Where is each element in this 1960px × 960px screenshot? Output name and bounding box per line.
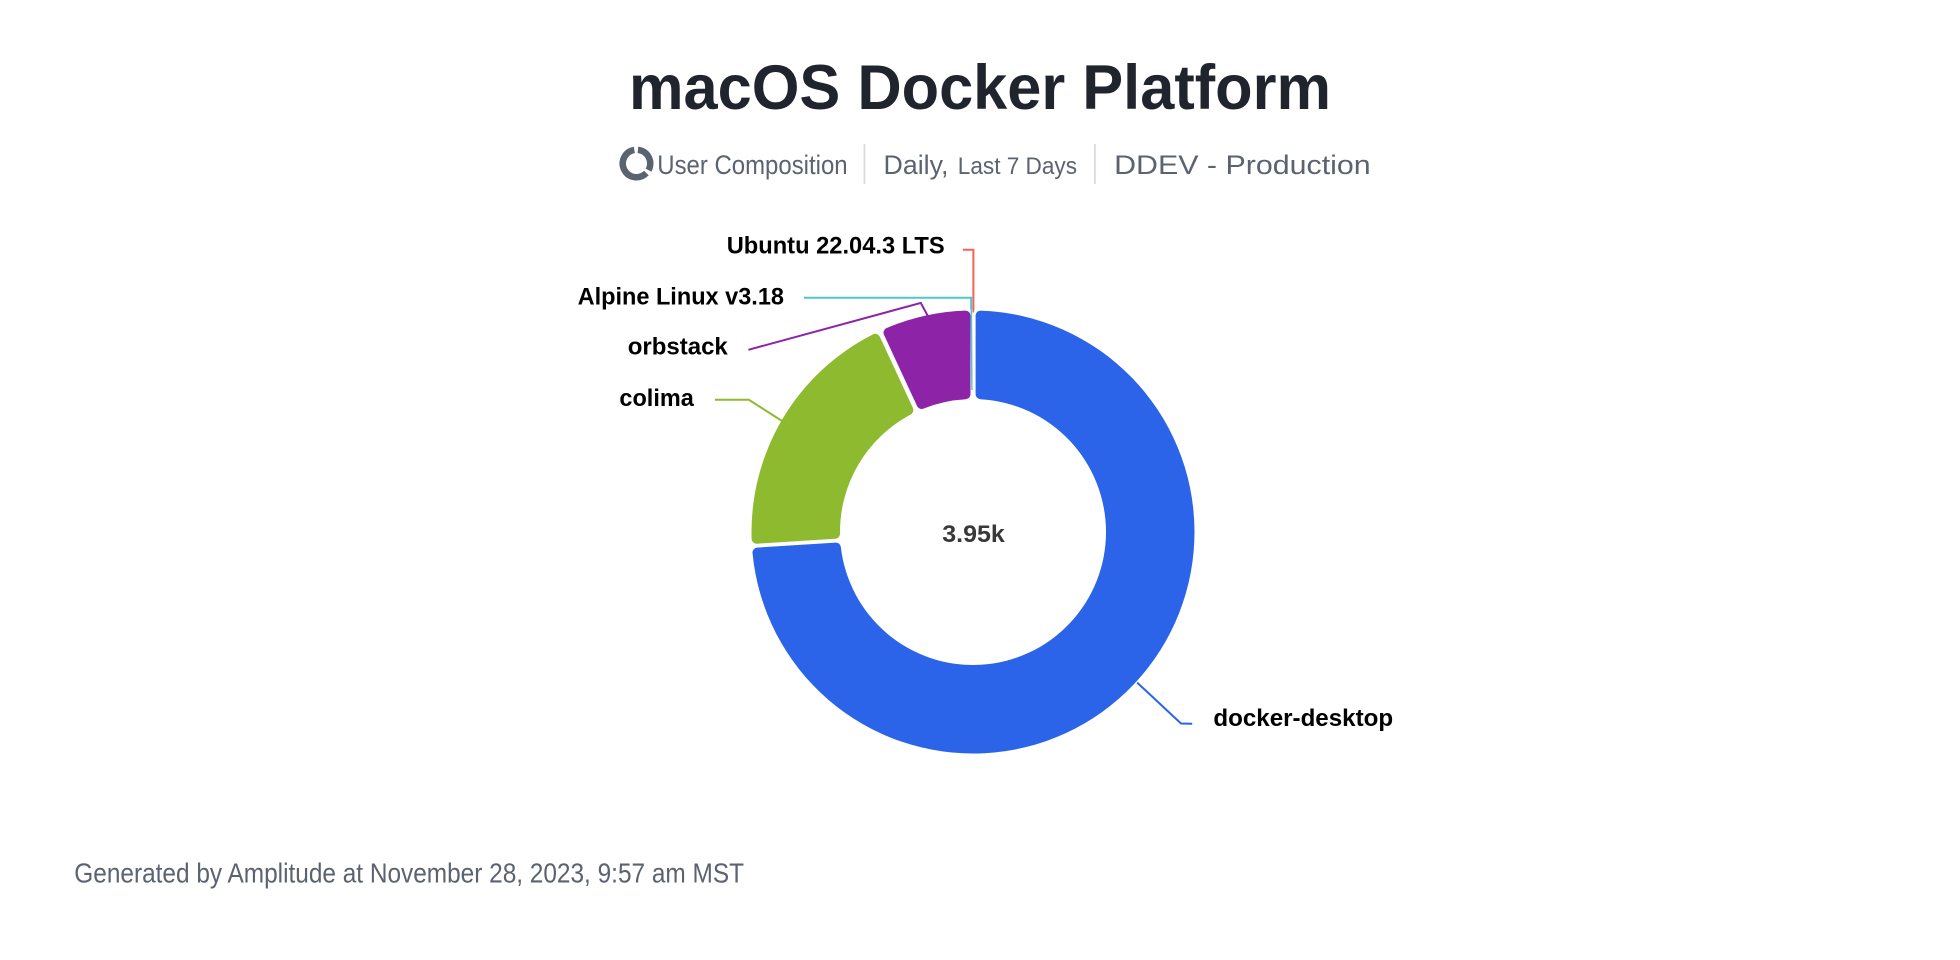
svg-text:Daily,: Daily, [884, 150, 949, 180]
svg-text:colima: colima [619, 385, 694, 412]
svg-text:DDEV - Production: DDEV - Production [1114, 150, 1371, 180]
svg-text:Generated by Amplitude at Nove: Generated by Amplitude at November 28, 2… [74, 858, 744, 889]
svg-text:docker-desktop: docker-desktop [1213, 705, 1393, 732]
svg-text:Alpine Linux v3.18: Alpine Linux v3.18 [578, 283, 784, 310]
svg-text:User Composition: User Composition [657, 150, 847, 180]
svg-text:Ubuntu 22.04.3 LTS: Ubuntu 22.04.3 LTS [727, 232, 945, 259]
svg-text:3.95k: 3.95k [942, 521, 1005, 548]
svg-text:orbstack: orbstack [628, 333, 729, 360]
svg-text:Last 7 Days: Last 7 Days [958, 153, 1077, 180]
svg-text:macOS Docker Platform: macOS Docker Platform [629, 53, 1331, 123]
